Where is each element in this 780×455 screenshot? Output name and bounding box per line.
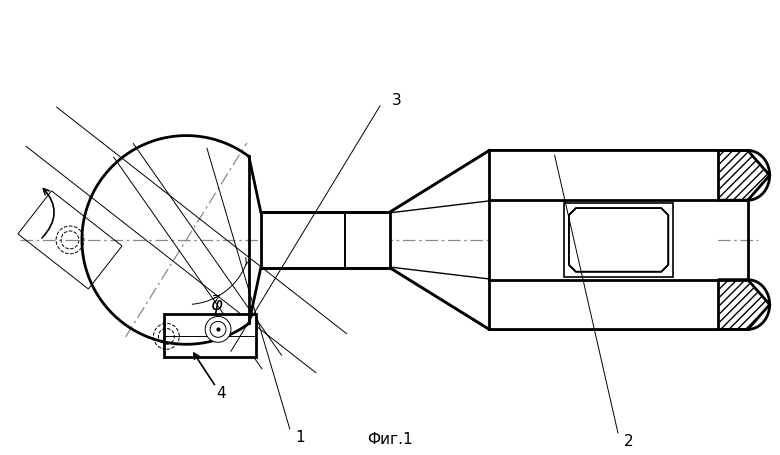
Text: 4: 4 [216,386,226,401]
Polygon shape [261,212,390,268]
Polygon shape [564,203,673,277]
Text: 1: 1 [296,430,305,445]
Text: 3: 3 [392,93,402,108]
Text: φ: φ [210,296,222,313]
Polygon shape [489,200,718,280]
Circle shape [205,317,231,342]
Polygon shape [165,314,256,357]
Polygon shape [390,151,770,212]
Polygon shape [261,212,390,268]
Polygon shape [569,208,668,272]
Text: 2: 2 [624,434,633,449]
Polygon shape [390,151,718,212]
Text: Фиг.1: Фиг.1 [367,432,413,447]
Circle shape [210,321,226,337]
Polygon shape [390,268,770,329]
Polygon shape [390,268,718,329]
